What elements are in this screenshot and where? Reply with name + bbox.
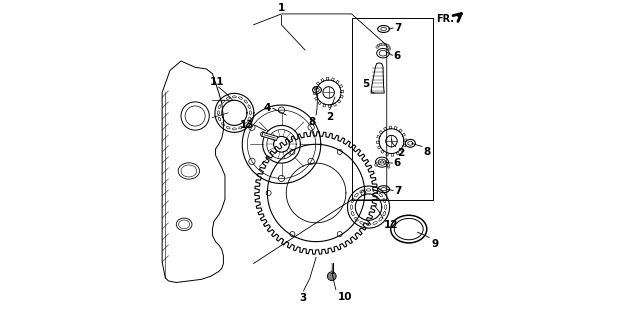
Circle shape [376,162,379,164]
Circle shape [378,161,381,164]
Circle shape [377,44,380,47]
Text: 6: 6 [394,51,401,61]
Circle shape [327,272,336,281]
Text: 13: 13 [240,120,254,131]
Circle shape [379,43,382,46]
Text: FR.: FR. [436,14,454,24]
Text: 11: 11 [210,77,225,87]
Circle shape [376,46,379,48]
Circle shape [382,43,384,45]
Text: 7: 7 [394,23,402,33]
Circle shape [387,46,390,48]
Text: 8: 8 [308,117,316,127]
Circle shape [387,166,390,168]
Text: 12: 12 [384,220,399,230]
Text: 7: 7 [394,186,402,196]
Text: 2: 2 [397,148,404,158]
Circle shape [386,44,389,47]
Circle shape [375,164,377,166]
Text: 6: 6 [394,158,401,168]
Circle shape [381,161,383,163]
Text: 9: 9 [431,239,438,250]
Circle shape [388,48,391,50]
Circle shape [260,132,265,137]
Text: 4: 4 [264,102,271,113]
Text: 5: 5 [362,79,370,89]
Circle shape [383,161,386,164]
Text: 1: 1 [278,3,285,13]
Text: 10: 10 [338,292,353,302]
Circle shape [386,162,388,164]
Text: 2: 2 [326,112,333,122]
Circle shape [387,164,389,166]
Text: 3: 3 [299,293,306,303]
Text: 8: 8 [424,148,431,157]
Circle shape [384,43,387,46]
